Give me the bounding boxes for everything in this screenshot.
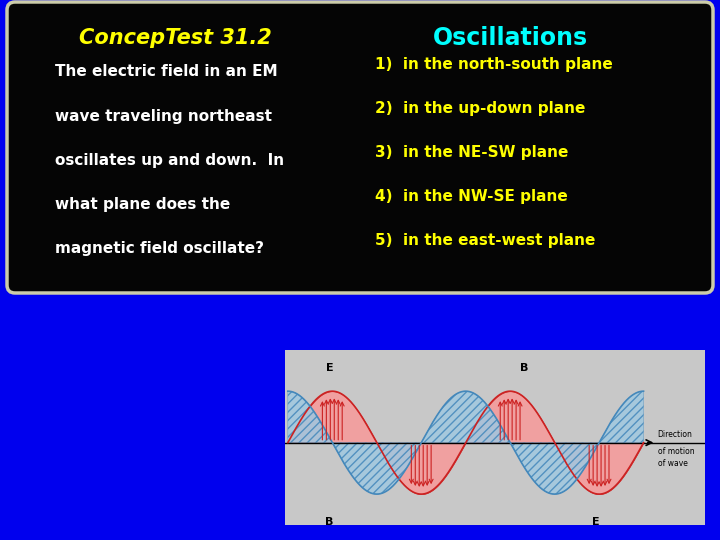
Text: 5)  in the east-west plane: 5) in the east-west plane [375,233,595,248]
Text: ConcepTest 31.2: ConcepTest 31.2 [78,28,271,48]
Text: B: B [520,363,528,373]
Text: Direction: Direction [657,429,693,438]
Text: B: B [325,517,333,527]
Text: 4)  in the NW-SE plane: 4) in the NW-SE plane [375,190,568,205]
Text: Oscillations: Oscillations [433,26,588,50]
Text: of wave: of wave [657,459,688,468]
Text: of motion: of motion [657,447,694,456]
Text: 3)  in the NE-SW plane: 3) in the NE-SW plane [375,145,568,160]
FancyBboxPatch shape [7,2,713,293]
Text: what plane does the: what plane does the [55,197,230,212]
Text: 2)  in the up-down plane: 2) in the up-down plane [375,102,585,117]
Text: 1)  in the north-south plane: 1) in the north-south plane [375,57,613,72]
Text: wave traveling northeast: wave traveling northeast [55,109,272,124]
Text: oscillates up and down.  In: oscillates up and down. In [55,152,284,167]
Text: The electric field in an EM: The electric field in an EM [55,64,278,79]
Text: E: E [593,517,600,527]
Text: E: E [325,363,333,373]
Text: magnetic field oscillate?: magnetic field oscillate? [55,240,264,255]
